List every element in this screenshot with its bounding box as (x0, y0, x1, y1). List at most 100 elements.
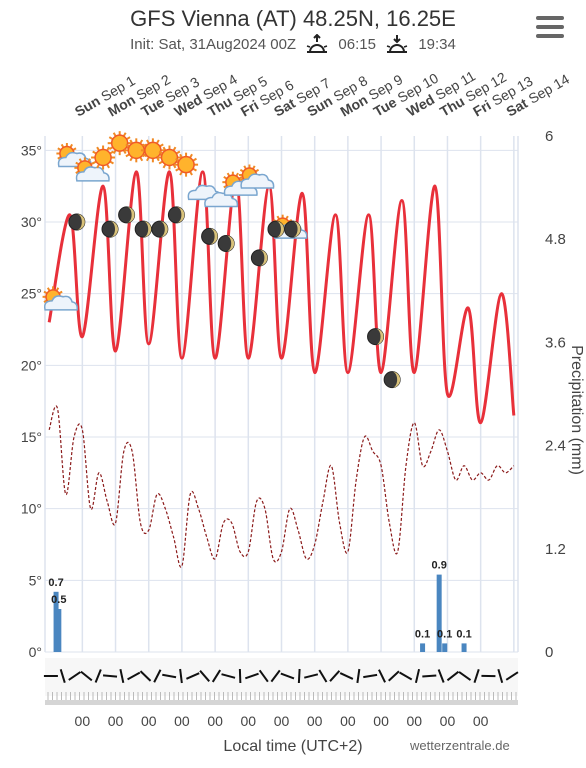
sun-ray (162, 146, 167, 151)
wind-barb (388, 670, 400, 682)
moon-crescent (110, 221, 119, 238)
sun-ray (239, 177, 244, 182)
sun-ray (78, 158, 83, 162)
x-tick-label: 00 (274, 713, 290, 729)
precipitation-label: 0.9 (432, 560, 447, 572)
y-right-label-text: Precipitation (mm) (568, 345, 585, 475)
wind-barb (139, 670, 152, 682)
wind-strip-bg (45, 658, 518, 696)
wind-barb (258, 669, 269, 683)
sun-ray (238, 176, 243, 180)
sun-ray (46, 287, 51, 291)
moon-icon (101, 220, 119, 238)
y-right-tick-label: 6 (545, 128, 553, 145)
wind-barb (378, 669, 386, 683)
sun-ray (108, 146, 113, 151)
sun-ray (192, 168, 197, 172)
sun-ray (276, 215, 280, 220)
precipitation-bar (56, 609, 62, 652)
precipitation-label: 0.1 (415, 628, 430, 640)
wind-barb (356, 668, 361, 684)
x-tick-label: 00 (141, 713, 157, 729)
sun-ray (288, 219, 293, 223)
sun-ray (223, 184, 227, 189)
moon-crescent (143, 221, 152, 238)
wind-barb (297, 668, 301, 684)
wind-barb (102, 674, 118, 678)
x-tick-label: 00 (108, 713, 124, 729)
moon-crescent (76, 214, 85, 230)
wind-barb (399, 671, 413, 681)
y-left-tick-label: 25° (21, 286, 42, 302)
x-tick-label: 00 (373, 713, 389, 729)
page-title: GFS Vienna (AT) 48.25N, 16.25E (130, 6, 456, 31)
init-text: Init: Sat, 31Aug2024 00Z (130, 35, 297, 53)
moon-crescent (226, 235, 235, 252)
x-tick-label: 00 (307, 713, 323, 729)
x-tick-label: 00 (340, 713, 356, 729)
wind-barb (244, 672, 259, 680)
sun-ray (146, 139, 150, 144)
sun-ray (141, 143, 147, 147)
moon-crescent (275, 221, 284, 238)
sun-ray (176, 150, 181, 155)
cloud-shape (204, 191, 239, 208)
sun-ray (87, 158, 91, 162)
wind-barb (270, 669, 281, 683)
sun-ray (43, 299, 48, 303)
sun-ray (125, 153, 130, 158)
wind-barb (68, 671, 81, 681)
init-line: Init: Sat, 31Aug2024 00Z 06:15 19:34 (0, 34, 586, 56)
wind-barb (422, 674, 437, 678)
cloud-shape (43, 295, 78, 311)
wind-barb (94, 669, 102, 683)
sun-ray (255, 168, 260, 173)
moon-icon (134, 220, 152, 238)
sun-ray (112, 132, 117, 137)
sun-ray (108, 136, 113, 140)
precipitation-label: 0.7 (48, 577, 63, 589)
cloud-shape (75, 166, 110, 182)
sun-ray (106, 146, 110, 151)
sun-ray (109, 160, 114, 165)
sun-ray (235, 172, 239, 177)
sun-ray (57, 147, 62, 151)
hamburger-menu-icon[interactable] (536, 16, 564, 38)
moon-crescent (259, 249, 268, 266)
wind-barb (505, 671, 519, 681)
moon-icon (217, 235, 235, 252)
wind-barb (179, 668, 183, 684)
wind-barb (153, 669, 162, 683)
sun-ray (158, 150, 163, 155)
wind-barb (446, 670, 460, 682)
wind-barb (304, 673, 319, 679)
sun-ray (125, 143, 130, 147)
moon-icon (367, 328, 385, 346)
sun-ray (139, 139, 144, 144)
sun-ray (92, 160, 97, 165)
sun-ray (75, 170, 80, 174)
moon-crescent (159, 221, 168, 238)
y-right-label: Precipitation (mm) (568, 345, 585, 475)
wind-barb (80, 670, 93, 682)
sun-disc (160, 148, 179, 167)
moon-crescent (392, 371, 401, 388)
y-left-tick-label: 30° (21, 214, 42, 230)
x-tick-label: 00 (406, 713, 422, 729)
y-right-tick-label: 3.6 (545, 334, 566, 351)
wind-barb (329, 670, 341, 682)
sun-disc (110, 134, 129, 152)
moon-icon (250, 249, 268, 267)
wind-barb (59, 669, 66, 683)
wind-barb (473, 669, 480, 683)
dewpoint-line (48, 405, 515, 568)
sun-ray (285, 215, 289, 220)
wind-barb (318, 669, 328, 683)
moon-icon (167, 206, 185, 224)
wind-barb (339, 672, 354, 680)
sun-ray (159, 143, 164, 147)
cloud-icon (204, 191, 239, 208)
sun-disc (94, 148, 112, 167)
sun-disc (144, 141, 162, 160)
